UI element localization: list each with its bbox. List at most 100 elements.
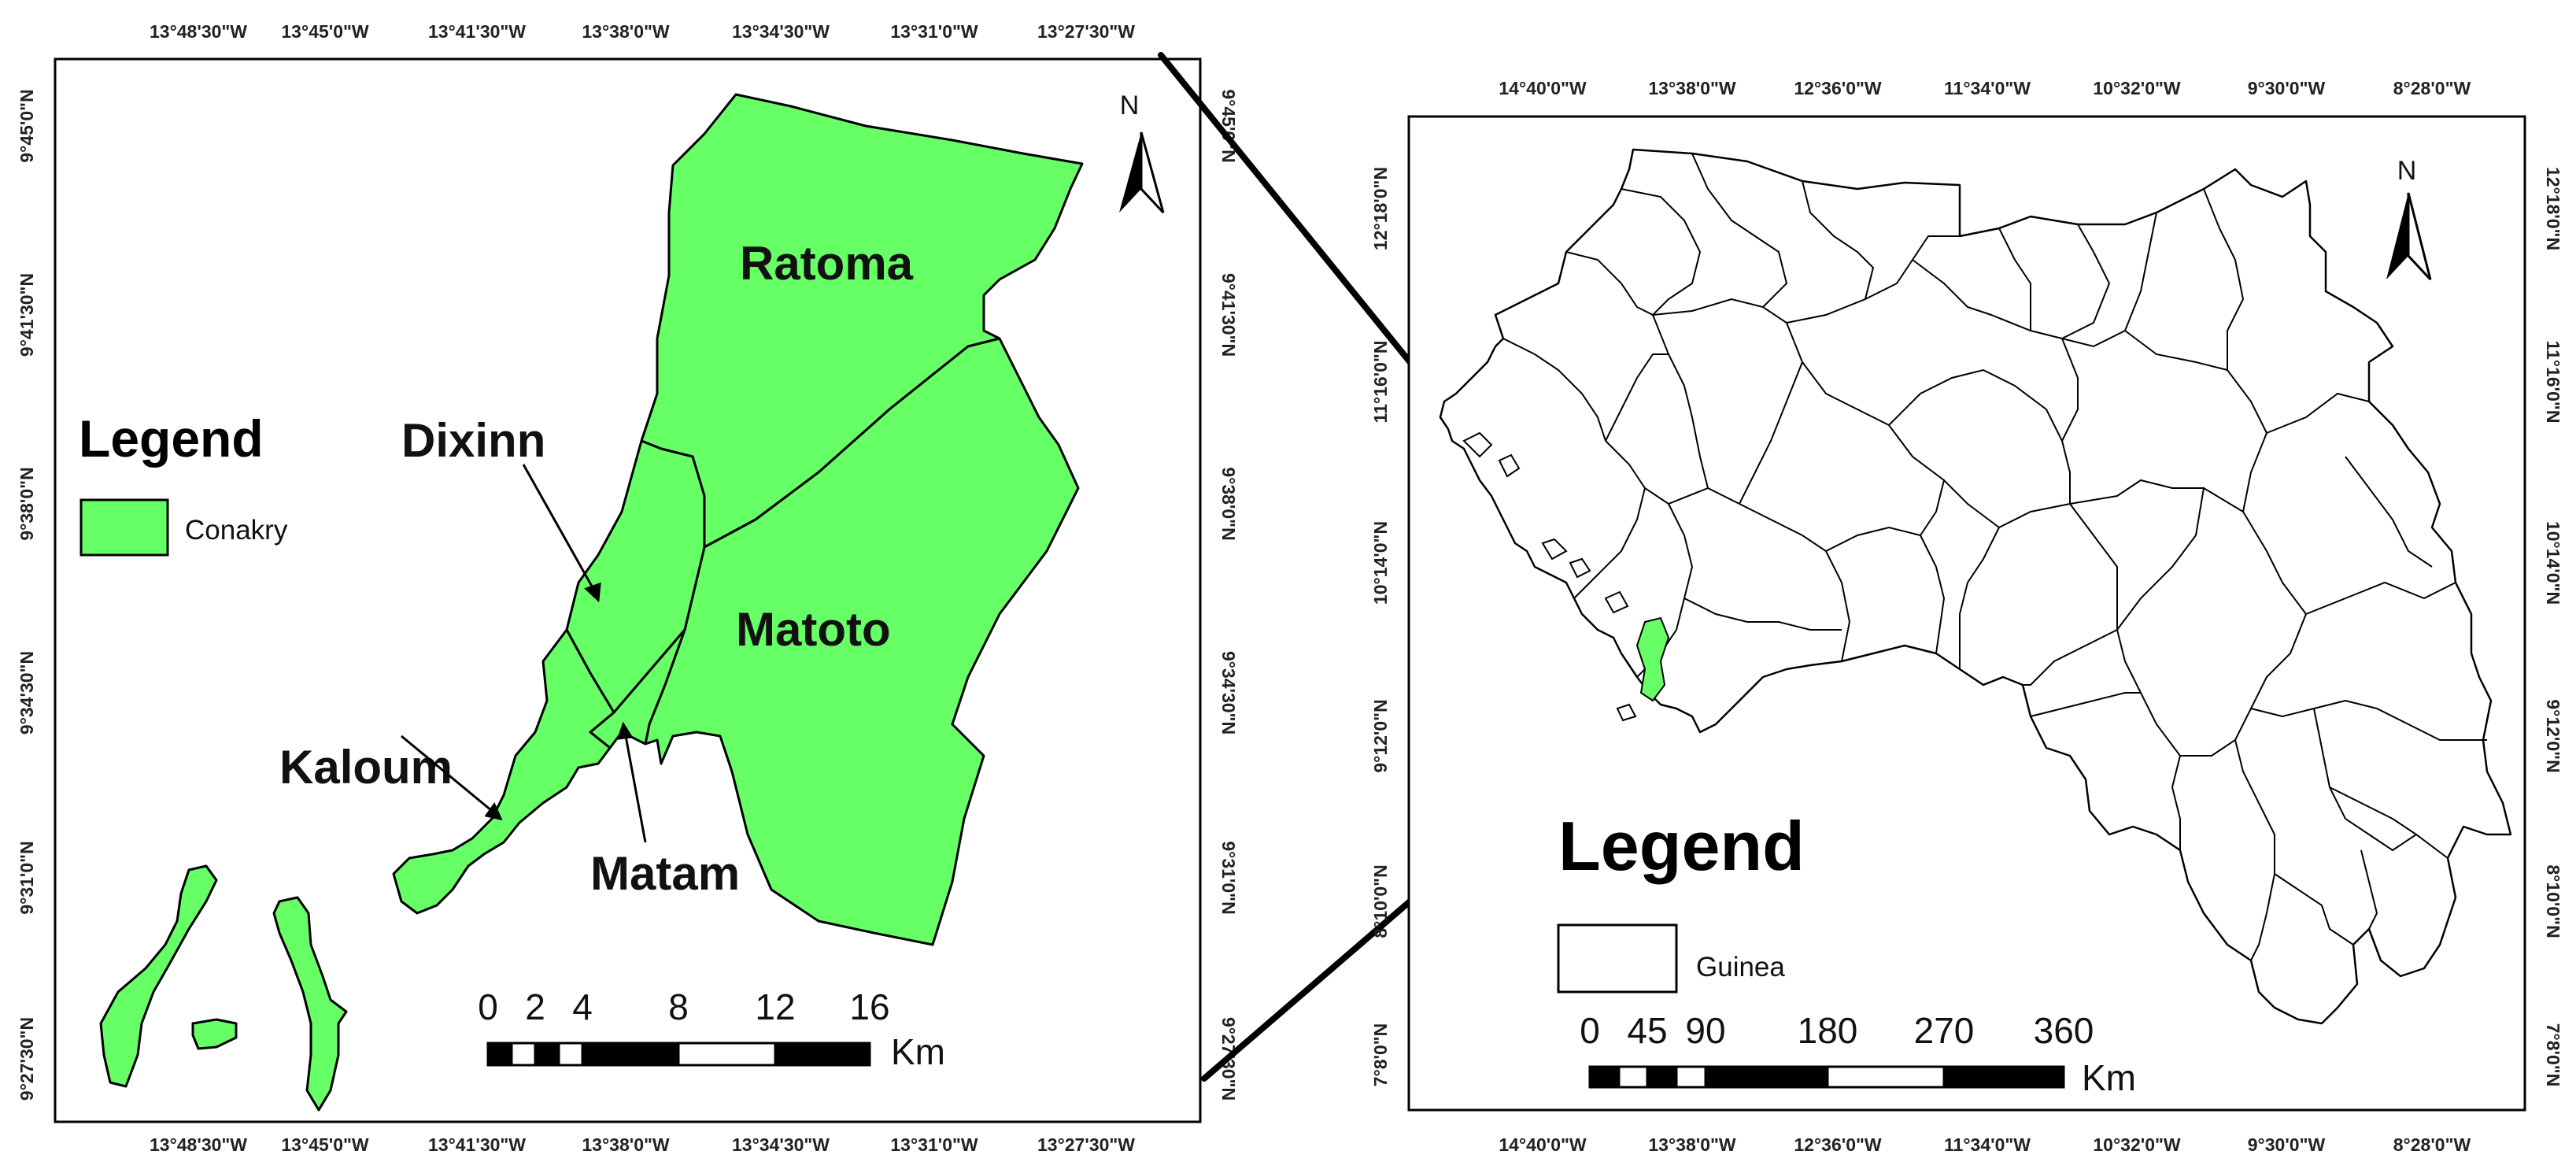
lat-tick: 9°38'0"N [1218, 467, 1239, 540]
lat-tick: 10°14'0"N [1370, 521, 1391, 605]
scale-segment [486, 1042, 513, 1067]
boundary [2124, 330, 2267, 434]
conakry-peninsula [392, 93, 1084, 946]
north-label: N [2397, 156, 2417, 186]
boundary [2305, 581, 2456, 615]
boundary [1888, 368, 2071, 504]
north-arrow-left-half [2386, 193, 2408, 279]
guinea-legend: Legend Guinea [1557, 807, 1805, 994]
conakry-right-lat-ticks: 9°45'0"N 9°41'30"N 9°38'0"N 9°34'30"N 9°… [1218, 89, 1239, 1101]
coastal-island [1541, 538, 1568, 561]
lon-tick: 13°45'0"W [281, 1134, 369, 1155]
scale-label: 360 [2034, 1010, 2094, 1051]
boundary [1621, 188, 1702, 316]
scale-segment [557, 1042, 584, 1067]
boundary [1707, 487, 1851, 662]
boundary [1802, 361, 2000, 528]
scale-label: 12 [755, 986, 795, 1027]
boundary [1565, 251, 1654, 316]
lat-tick: 9°27'30"N [17, 1017, 37, 1101]
boundary [2116, 487, 2244, 757]
lon-tick: 11°34'0"W [1944, 78, 2031, 98]
boundary [1652, 298, 1803, 363]
dixinn-arrowhead [584, 582, 601, 603]
coastal-island [1616, 703, 1637, 722]
conakry-north-arrow: N [1119, 91, 1165, 214]
lon-tick: 14°40'0"W [1499, 78, 1587, 98]
scale-segment [581, 1042, 680, 1067]
lat-tick: 12°18'0"N [1370, 167, 1391, 250]
lon-tick: 10°32'0"W [2093, 78, 2181, 98]
scale-label: 270 [1914, 1010, 1975, 1051]
label-dixinn: Dixinn [401, 414, 545, 467]
legend-swatch-guinea [1557, 923, 1678, 994]
lon-tick: 8°28'0"W [2393, 78, 2471, 98]
kaloum-arrowhead [484, 801, 503, 821]
boundary [1652, 314, 1709, 489]
scale-unit: Km [2082, 1057, 2136, 1098]
scale-label: 4 [572, 986, 593, 1027]
conakry-bottom-lon-ticks: 13°48'30"W 13°45'0"W 13°41'30"W 13°38'0"… [150, 1134, 1135, 1155]
lon-tick: 13°31'0"W [890, 1134, 978, 1155]
lat-tick: 12°18'0"N [2543, 167, 2563, 250]
label-matam: Matam [590, 847, 740, 900]
lon-tick: 12°36'0"W [1794, 1134, 1882, 1155]
boundary [2061, 338, 2079, 442]
lon-tick: 9°30'0"W [2248, 1134, 2326, 1155]
guinea-top-lon-ticks: 14°40'0"W 13°38'0"W 12°36'0"W 11°34'0"W … [1499, 78, 2471, 98]
lon-tick: 13°34'30"W [732, 21, 830, 42]
lon-tick: 13°41'30"W [428, 1134, 526, 1155]
scale-segment [677, 1042, 777, 1067]
boundary [2171, 755, 2181, 850]
lat-tick: 9°31'0"N [17, 841, 37, 914]
scale-segment [1646, 1065, 1678, 1089]
boundary [1605, 353, 1669, 442]
coastal-island [1569, 557, 1591, 579]
lat-tick: 9°41'30"N [17, 273, 37, 357]
lon-tick: 13°27'30"W [1037, 21, 1135, 42]
boundary [1912, 259, 2063, 339]
lat-tick: 9°38'0"N [17, 467, 37, 540]
matam-leader [624, 735, 647, 843]
conakry-scale-bar: 0 2 4 8 12 16 Km [478, 986, 945, 1072]
coastal-island [1604, 590, 1629, 614]
boundary [2061, 212, 2157, 348]
boundary [2274, 873, 2354, 945]
lon-tick: 13°45'0"W [281, 21, 369, 42]
guinea-coastal-islands [1462, 431, 1637, 722]
lon-tick: 13°34'30"W [732, 1134, 830, 1155]
lat-tick: 7°8'0"N [1370, 1023, 1391, 1087]
island-roume [191, 1018, 238, 1050]
lat-tick: 10°14'0"N [2543, 521, 2563, 605]
kaloum-leader [401, 735, 493, 812]
guinea-right-lat-ticks: 12°18'0"N 11°16'0"N 10°14'0"N 9°12'0"N 8… [2543, 167, 2563, 1086]
lat-tick: 9°45'0"N [17, 89, 37, 162]
boundary [2313, 708, 2448, 859]
boundary [2203, 188, 2245, 370]
boundary [1802, 180, 1875, 300]
boundary [1959, 527, 2000, 669]
north-arrow-left-half [1119, 132, 1141, 213]
lat-tick: 11°16'0"N [2543, 341, 2563, 424]
boundary [1920, 479, 1945, 536]
scale-segment [1942, 1065, 2065, 1089]
guinea-north-arrow: N [2386, 156, 2432, 281]
guinea-scale-bar: 0 45 90 180 270 360 Km [1580, 1010, 2136, 1098]
island-tamara [99, 864, 218, 1088]
scale-label: 90 [1685, 1010, 1725, 1051]
legend-title: Legend [1558, 807, 1805, 885]
guinea-country [1439, 148, 2512, 1025]
boundary [2069, 503, 2118, 630]
conakry-top-lon-ticks: 13°48'30"W 13°45'0"W 13°41'30"W 13°38'0"… [150, 21, 1135, 42]
guinea-outline [1439, 148, 2512, 1025]
island-kassa [272, 896, 348, 1112]
north-arrow-right-half [1140, 131, 1165, 214]
matoto-district [644, 337, 1080, 946]
legend-item-conakry: Conakry [185, 515, 288, 546]
conakry-left-lat-ticks: 9°45'0"N 9°41'30"N 9°38'0"N 9°34'30"N 9°… [17, 89, 37, 1101]
boundary [1739, 361, 1803, 505]
boundary [2234, 739, 2275, 961]
lat-tick: 9°31'0"N [1218, 841, 1239, 914]
coastal-island [1462, 431, 1493, 458]
